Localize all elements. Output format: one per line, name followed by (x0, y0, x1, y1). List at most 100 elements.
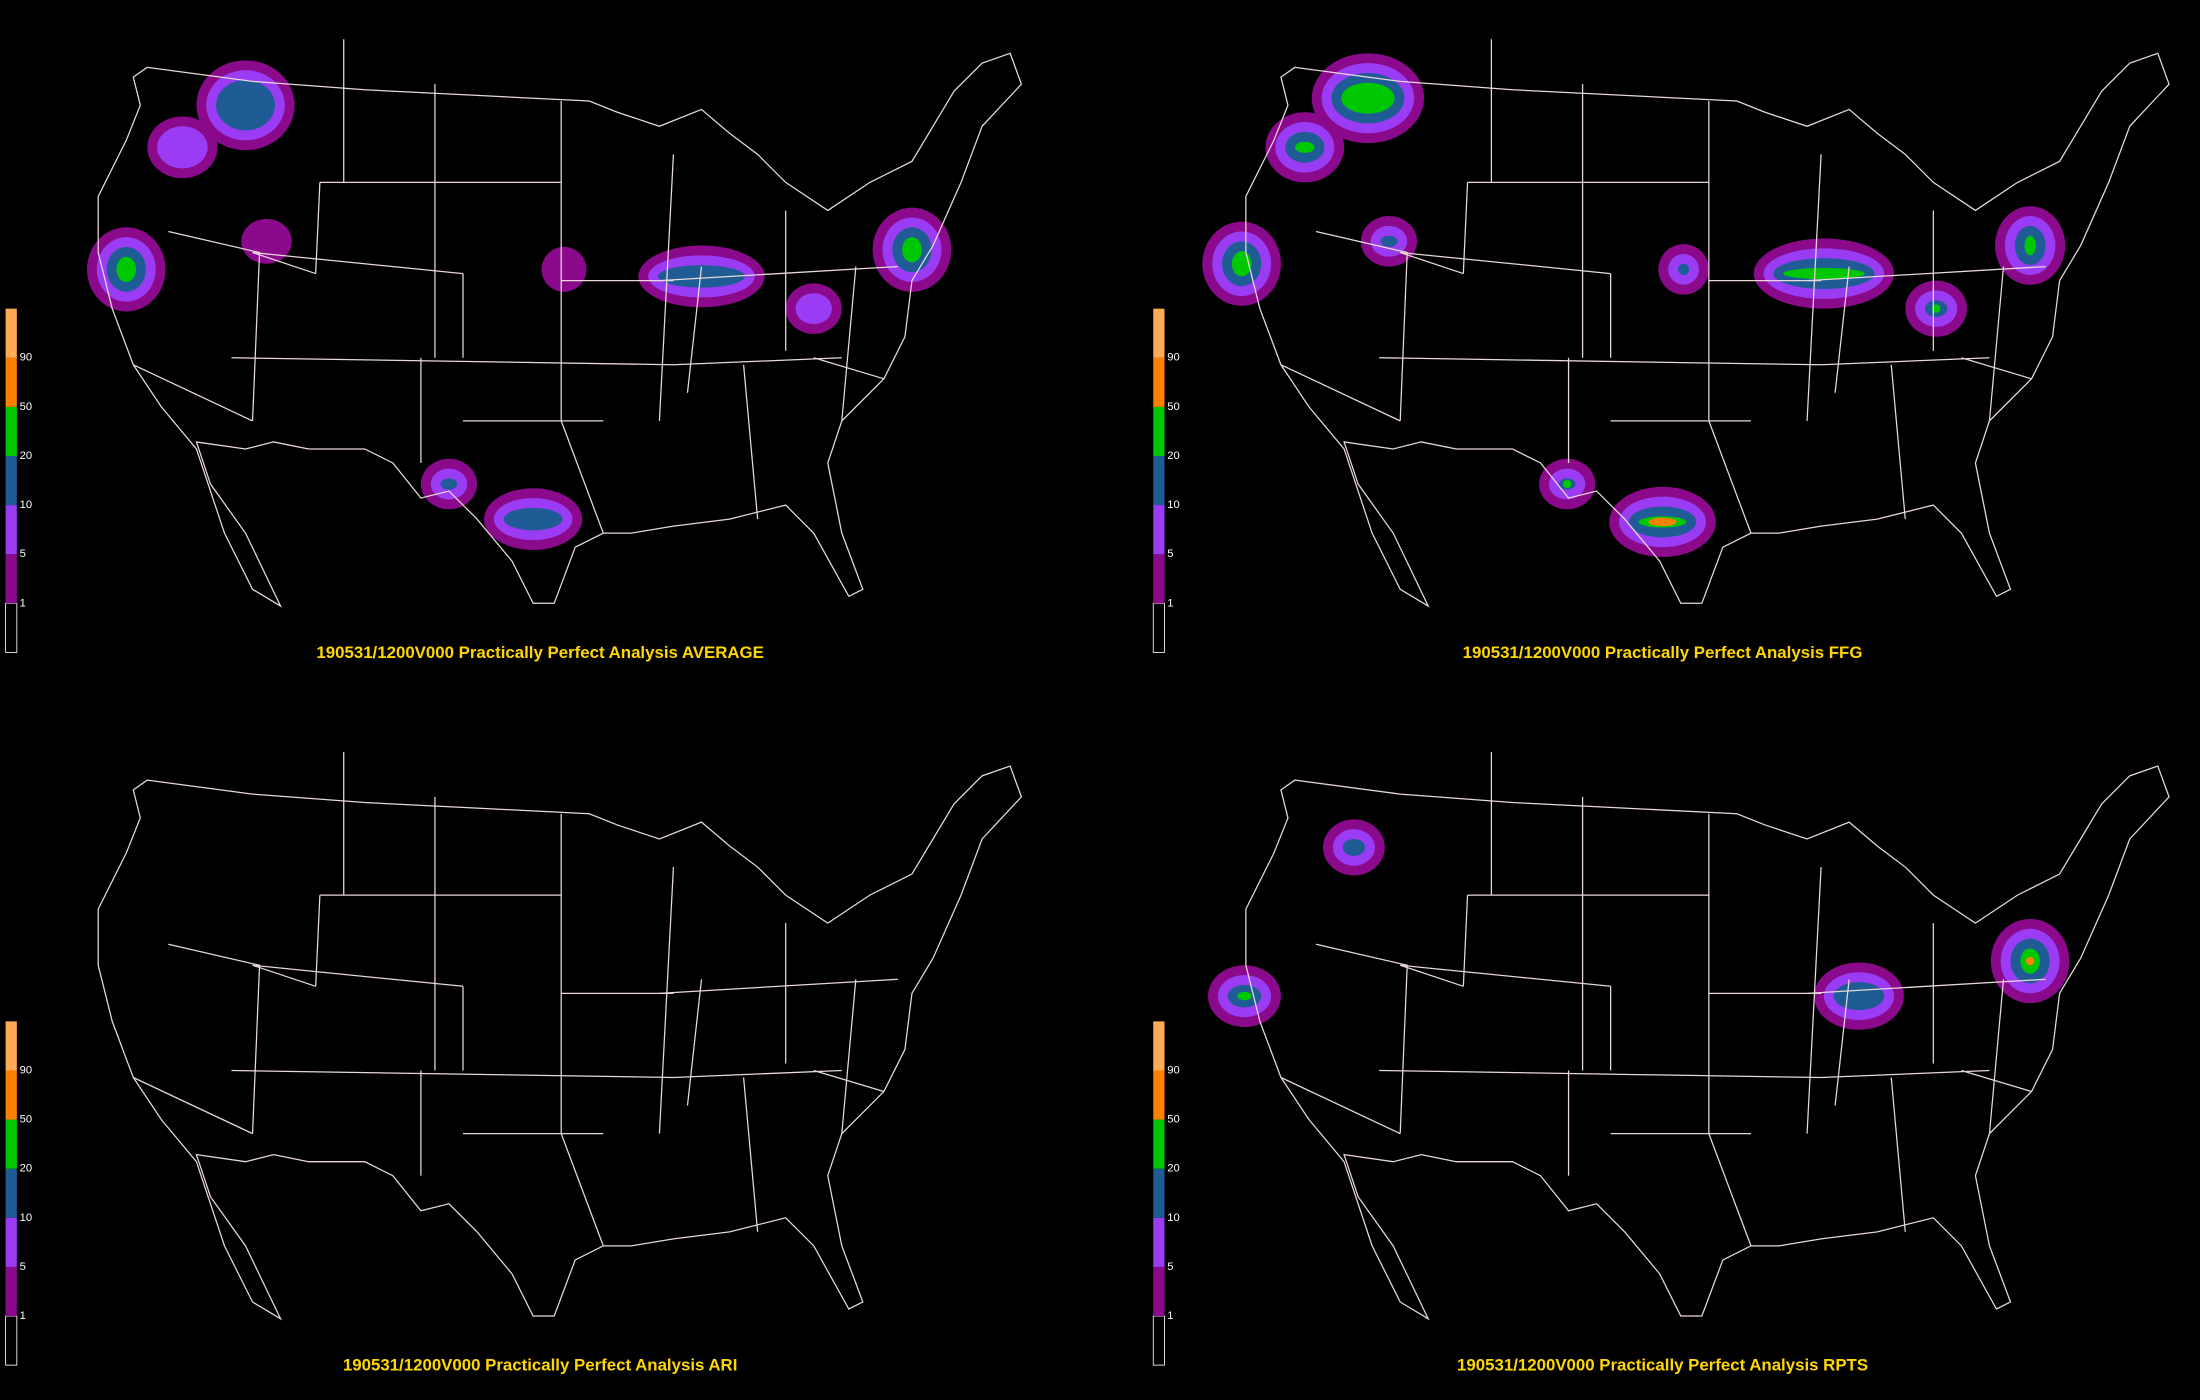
state-line (1708, 1133, 1752, 1247)
contour (116, 256, 137, 283)
legend-swatch (5, 1119, 17, 1169)
state-line (560, 420, 604, 534)
legend-label: 1 (1167, 1310, 1173, 1322)
legend-swatch (1153, 1266, 1165, 1317)
state-line (1400, 251, 1611, 275)
legend-label: 5 (20, 548, 26, 560)
legend-label: 20 (20, 1163, 32, 1175)
legend-swatch (5, 602, 18, 653)
state-line (1961, 1069, 2032, 1093)
contour (1294, 141, 1315, 153)
state-line (1890, 1077, 1906, 1232)
legend-label: 50 (1167, 1114, 1179, 1126)
legend-label: 20 (1167, 1163, 1179, 1175)
contour (503, 507, 563, 531)
state-line (659, 978, 898, 994)
contour (1341, 82, 1395, 114)
state-line (841, 266, 857, 421)
state-line (133, 364, 253, 422)
legend-swatch (5, 406, 17, 456)
legend-label: 5 (1167, 1261, 1173, 1273)
state-line (686, 266, 703, 393)
contour (440, 478, 458, 490)
contour (795, 293, 832, 325)
state-line (1315, 943, 1408, 1134)
state-line (1806, 867, 1822, 1134)
state-line (252, 251, 316, 275)
legend-swatch (1153, 554, 1165, 604)
panel-title: 190531/1200V000 Practically Perfect Anal… (343, 1356, 737, 1375)
legend-swatch (1153, 1021, 1165, 1071)
state-line (658, 154, 675, 421)
legend-swatch (1153, 505, 1165, 555)
state-line (1379, 1069, 1822, 1079)
contour (1833, 982, 1885, 1011)
panel: 1 5 10 20 50 90 190531/1200V000 Practically Pe… (1152, 752, 2170, 1375)
legend-label: 10 (1167, 1212, 1179, 1224)
state-line (1807, 978, 2046, 994)
legend-label: 20 (20, 450, 32, 462)
legend-swatch (1153, 308, 1165, 358)
legend-label: 90 (20, 352, 32, 364)
legend-label: 10 (1167, 499, 1179, 511)
panel: 1 5 10 20 50 90 190531/1200V000 Practically Pe… (1152, 39, 2170, 662)
state-line (168, 230, 261, 421)
legend-label: 10 (20, 499, 32, 511)
panel: 1 5 10 20 50 90 190531/1200V000 Practically Pe… (5, 752, 1023, 1375)
state-line (1400, 964, 1611, 987)
state-line (231, 1069, 674, 1079)
state-line (1988, 266, 2005, 421)
contour (1648, 517, 1677, 527)
legend-label: 1 (1167, 597, 1173, 609)
legend-swatch (1153, 1070, 1165, 1120)
legend-swatch (5, 1217, 17, 1267)
state-line (813, 357, 885, 380)
legend-swatch (5, 1315, 18, 1366)
state-line (1834, 979, 1850, 1106)
state-line (252, 964, 316, 987)
legend-swatch (5, 1070, 17, 1120)
contour (1380, 235, 1398, 247)
state-line (168, 943, 261, 1134)
legend-label: 1 (20, 1310, 26, 1322)
state-line (742, 1077, 759, 1232)
state-line (673, 1069, 842, 1079)
us-outline (97, 765, 1023, 1321)
legend-swatch (1153, 1217, 1165, 1267)
state-line (1708, 420, 1752, 534)
contour (1562, 479, 1572, 489)
legend-swatch (5, 357, 17, 407)
legend-swatch (1153, 455, 1165, 506)
contour (541, 246, 587, 292)
legend-swatch (1153, 406, 1165, 456)
state-line (673, 357, 842, 366)
state-line (1961, 357, 2032, 380)
legend-swatch (5, 505, 17, 555)
state-line (742, 364, 759, 520)
state-line (1379, 357, 1822, 366)
state-line (231, 357, 674, 366)
legend-swatch (5, 1021, 17, 1071)
state-line (252, 251, 464, 275)
state-line (659, 265, 898, 282)
legend-swatch (1152, 602, 1165, 653)
panel: 1 5 10 20 50 90 190531/1200V000 Practically Pe… (5, 39, 1023, 662)
state-line (1807, 265, 2046, 282)
contour (1342, 838, 1366, 856)
contour (2025, 956, 2035, 966)
state-line (1399, 251, 1464, 275)
legend-label: 50 (1167, 401, 1179, 413)
state-line (252, 964, 464, 987)
legend-swatch (1153, 1168, 1165, 1218)
contour (1677, 263, 1690, 275)
state-line (1315, 230, 1408, 421)
state-line (1890, 364, 1906, 520)
state-line (315, 895, 321, 987)
state-line (813, 1069, 885, 1093)
contour (902, 237, 922, 263)
panel-title: 190531/1200V000 Practically Perfect Anal… (1463, 643, 1863, 662)
legend-label: 10 (20, 1212, 32, 1224)
legend-label: 90 (20, 1064, 32, 1076)
legend-label: 50 (20, 401, 32, 413)
us-outline (1245, 52, 2170, 608)
